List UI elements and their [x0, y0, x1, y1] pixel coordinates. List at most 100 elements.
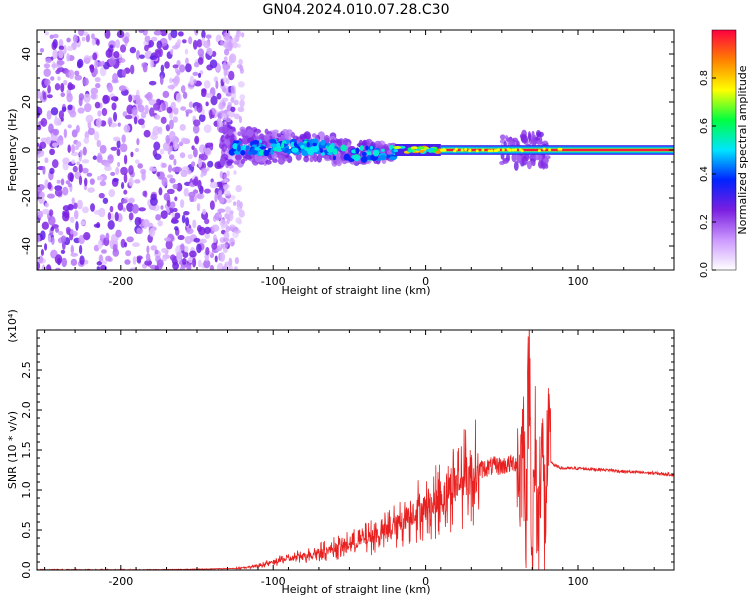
- heatmap-cell: [319, 148, 324, 153]
- heatmap-cell: [148, 80, 157, 86]
- heatmap-cell: [180, 106, 187, 111]
- heatmap-cell: [225, 117, 232, 123]
- heatmap-cell: [312, 142, 317, 147]
- heatmap-cell: [214, 255, 218, 263]
- heatmap-cell: [47, 84, 51, 94]
- heatmap-cell: [124, 114, 133, 120]
- heatmap-cell: [149, 55, 158, 61]
- heatmap-cell: [193, 147, 198, 158]
- heatmap-cell: [501, 148, 505, 152]
- heatmap-cell: [101, 60, 105, 66]
- snr-frame: [36, 329, 675, 571]
- snr-x-ticks: -200 -100 0 100: [44, 330, 655, 588]
- heatmap-cell: [132, 242, 140, 248]
- heatmap-cell: [230, 97, 235, 103]
- heatmap-cell: [226, 214, 232, 219]
- heatmap-cell: [115, 229, 122, 238]
- heatmap-cell: [320, 139, 326, 146]
- heatmap-cell: [116, 148, 121, 157]
- heatmap-cell: [238, 58, 243, 66]
- heatmap-cell: [303, 131, 311, 141]
- heatmap-cell: [219, 157, 226, 167]
- heatmap-cell: [121, 69, 127, 77]
- heatmap-cell: [78, 30, 85, 37]
- heatmap-cell: [182, 39, 187, 44]
- heatmap-cell: [185, 57, 189, 65]
- heatmap-cell: [170, 101, 176, 109]
- heatmap-cell: [235, 154, 242, 161]
- heatmap-cell: [254, 146, 261, 151]
- heatmap-cell: [200, 173, 204, 178]
- heatmap-cell: [111, 102, 117, 111]
- heatmap-cell: [70, 244, 74, 255]
- heatmap-cell: [179, 152, 186, 159]
- heatmap-cell: [220, 40, 224, 46]
- heatmap-cell: [149, 197, 158, 206]
- heatmap-cell: [218, 102, 224, 110]
- heatmap-cell: [63, 79, 68, 86]
- heatmap-cell: [229, 237, 235, 247]
- heatmap-cell: [117, 161, 121, 167]
- heatmap-cell: [107, 220, 115, 230]
- heatmap-cell: [159, 148, 165, 155]
- x-tick-label: -200: [108, 575, 133, 588]
- heatmap-cell: [201, 88, 207, 93]
- heatmap-cell: [40, 249, 44, 256]
- x-tick-label: 100: [567, 275, 588, 288]
- heatmap-cell: [129, 64, 135, 75]
- heatmap-cell: [542, 158, 550, 163]
- heatmap-cell: [98, 176, 104, 181]
- heatmap-cell: [129, 46, 137, 54]
- heatmap-cell: [81, 36, 86, 42]
- heatmap-cell: [187, 169, 192, 175]
- heatmap-cell: [114, 211, 119, 222]
- heatmap-cell: [44, 202, 49, 208]
- heatmap-cell: [192, 124, 200, 134]
- heatmap-cell: [270, 148, 274, 156]
- heatmap-cell: [81, 159, 90, 164]
- heatmap-cell: [107, 84, 114, 93]
- heatmap-cell: [173, 107, 179, 115]
- heatmap-cell: [58, 45, 65, 51]
- heatmap-cell: [418, 149, 425, 153]
- heatmap-cell: [526, 160, 532, 170]
- heatmap-cell: [393, 149, 399, 153]
- heatmap-cell: [537, 149, 541, 153]
- heatmap-cell: [252, 139, 260, 145]
- heatmap-cell: [41, 221, 49, 230]
- heatmap-cell: [109, 205, 114, 213]
- heatmap-cell: [258, 139, 263, 144]
- heatmap-cell: [557, 147, 561, 151]
- colorbar-tick-label: 0.2: [699, 214, 710, 230]
- heatmap-cell: [276, 142, 281, 148]
- heatmap-cell: [145, 252, 151, 262]
- heatmap-cell: [311, 133, 317, 138]
- heatmap-cell: [184, 235, 193, 245]
- heatmap-cell: [169, 112, 174, 120]
- heatmap-cell: [82, 146, 87, 156]
- heatmap-cell: [197, 259, 202, 268]
- heatmap-cell: [40, 137, 49, 143]
- heatmap-cell: [93, 131, 100, 141]
- heatmap-cell: [56, 60, 65, 66]
- heatmap-cell: [86, 172, 93, 177]
- heatmap-cell: [226, 198, 232, 204]
- heatmap-cell: [108, 188, 116, 198]
- heatmap-cell: [102, 174, 107, 181]
- heatmap-cell: [236, 43, 241, 48]
- heatmap-cell: [153, 30, 162, 36]
- heatmap-cell: [128, 165, 134, 176]
- heatmap-cell: [172, 116, 178, 123]
- heatmap-cell: [44, 78, 51, 86]
- heatmap-cell: [187, 153, 193, 160]
- heatmap-cell: [96, 266, 101, 270]
- heatmap-cell: [204, 147, 212, 156]
- heatmap-cell: [117, 122, 121, 127]
- heatmap-cell: [47, 234, 52, 243]
- heatmap-cell: [237, 81, 245, 88]
- heatmap-cell: [71, 197, 75, 205]
- y-tick-label: 0: [20, 147, 33, 154]
- heatmap-cell: [124, 259, 131, 265]
- heatmap-cell: [107, 154, 114, 164]
